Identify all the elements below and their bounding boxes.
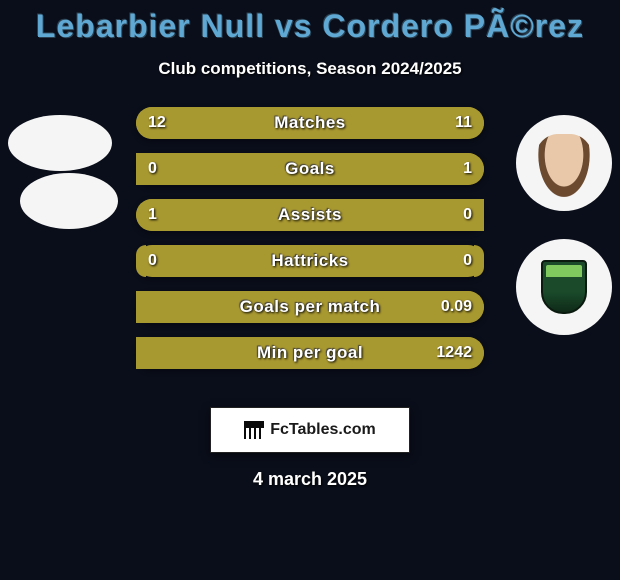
stat-row: Min per goal1242 [136,337,484,369]
player-right-avatar [516,115,612,211]
player-right-club-badge [516,239,612,335]
fctables-logo-icon [244,421,264,439]
stat-value-left: 1 [148,199,157,231]
player-left-club-badge [20,173,118,229]
stat-row: Goals0 1 [136,153,484,185]
stat-rows: Matches1211Goals01Assists10Hattricks00Go… [136,107,484,383]
stat-label: Goals per match [136,291,484,323]
stat-row: Matches12 11 [136,107,484,139]
attribution-text: FcTables.com [270,421,376,439]
page-subtitle: Club competitions, Season 2024/2025 [0,59,620,79]
footer-date: 4 march 2025 [0,469,620,490]
main-area: Matches1211Goals01Assists10Hattricks00Go… [0,107,620,387]
stat-row: Hattricks0 0 [136,245,484,277]
stat-label: Goals [136,153,484,185]
stat-value-left: 0 [148,153,157,185]
player-left-avatar [8,115,112,171]
attribution-box: FcTables.com [210,407,410,453]
stat-row: Goals per match0.09 [136,291,484,323]
club-shield-icon [541,260,587,314]
stat-value-right: 0 [463,245,472,277]
stat-value-right: 1 [463,153,472,185]
stat-row: Assists1 0 [136,199,484,231]
stat-value-right: 0 [463,199,472,231]
stat-label: Matches [136,107,484,139]
stat-label: Min per goal [136,337,484,369]
stat-value-right: 1242 [436,337,472,369]
stat-value-right: 0.09 [441,291,472,323]
player-right-avatar-placeholder [534,134,594,204]
stat-value-left: 12 [148,107,166,139]
stat-value-right: 11 [455,107,472,139]
comparison-card: Lebarbier Null vs Cordero PÃ©rez Club co… [0,0,620,490]
stat-value-left: 0 [148,245,157,277]
page-title: Lebarbier Null vs Cordero PÃ©rez [0,8,620,45]
stat-label: Assists [136,199,484,231]
stat-label: Hattricks [136,245,484,277]
